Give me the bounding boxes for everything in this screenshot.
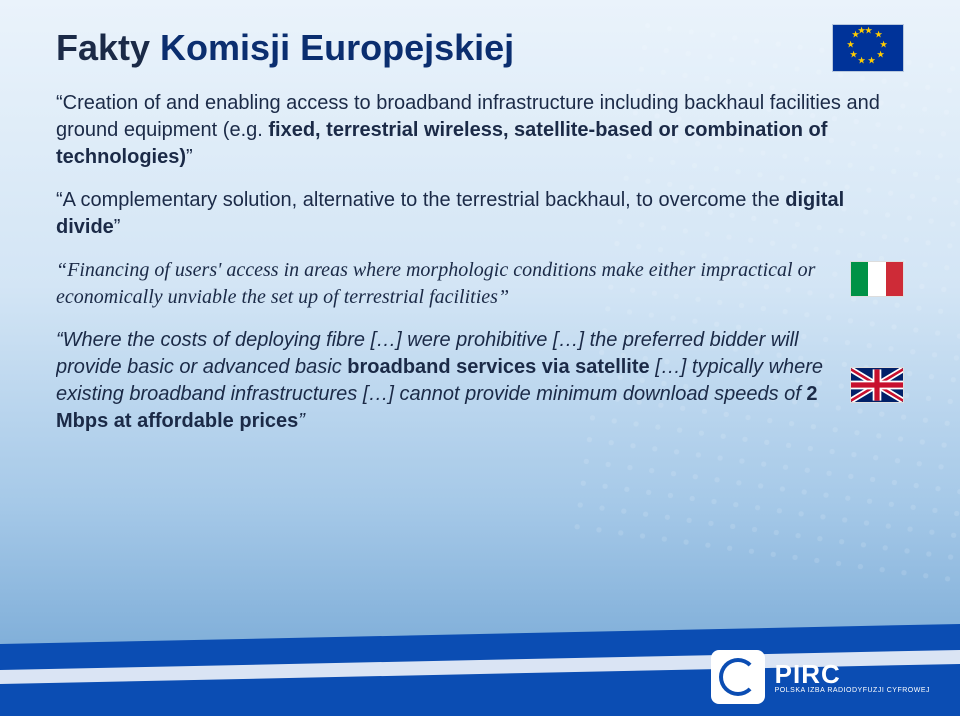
uk-flag-icon [850, 367, 904, 403]
quote-4-row: “Where the costs of deploying fibre […] … [56, 327, 904, 435]
quote-4-end: ” [298, 410, 305, 432]
footer-bar: PIRC POLSKA IZBA RADIODYFUZJI CYFROWEJ [0, 624, 960, 716]
slide-title: Fakty Komisji Europejskiej [56, 27, 514, 69]
quote-3: “Financing of users' access in areas whe… [56, 259, 815, 308]
quote-2: “A complementary solution, alternative t… [56, 187, 904, 241]
quote-2-end: ” [114, 216, 121, 238]
italy-flag-icon [850, 261, 904, 297]
quote-4-bold1: broadband services via satellite [347, 356, 649, 378]
footer-logo: PIRC POLSKA IZBA RADIODYFUZJI CYFROWEJ [711, 650, 930, 704]
slide-root: Fakty Komisji Europejskiej ★ ★ ★ ★ ★ ★ ★… [0, 0, 960, 716]
logo-text: PIRC POLSKA IZBA RADIODYFUZJI CYFROWEJ [775, 661, 930, 694]
quote-3-row: “Financing of users' access in areas whe… [56, 257, 904, 311]
title-highlight: Komisji Europejskiej [160, 27, 514, 68]
logo-subtitle: POLSKA IZBA RADIODYFUZJI CYFROWEJ [775, 687, 930, 694]
content-area: Fakty Komisji Europejskiej ★ ★ ★ ★ ★ ★ ★… [56, 24, 904, 451]
it-stripe-red [886, 262, 903, 296]
title-plain: Fakty [56, 27, 160, 68]
it-stripe-white [868, 262, 885, 296]
logo-acronym: PIRC [775, 661, 930, 687]
quote-1-end: ” [186, 146, 193, 168]
eu-flag-icon: ★ ★ ★ ★ ★ ★ ★ ★ ★ ★ [832, 24, 904, 72]
it-stripe-green [851, 262, 868, 296]
quote-1: “Creation of and enabling access to broa… [56, 90, 904, 171]
slide-title-row: Fakty Komisji Europejskiej ★ ★ ★ ★ ★ ★ ★… [56, 24, 904, 72]
logo-mark-icon [711, 650, 765, 704]
eu-stars: ★ ★ ★ ★ ★ ★ ★ ★ ★ ★ [833, 25, 903, 71]
quote-2-start: “A complementary solution, alternative t… [56, 189, 785, 211]
